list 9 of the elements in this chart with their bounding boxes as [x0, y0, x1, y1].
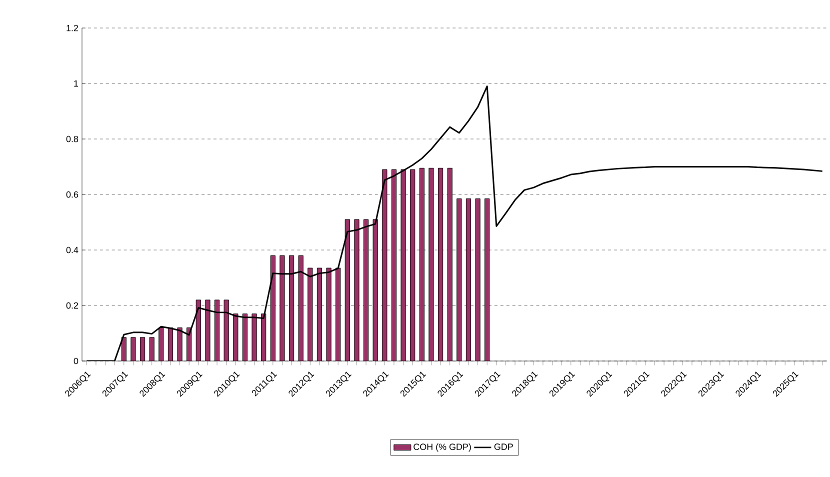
y-tick-label: 1.2 [66, 24, 78, 32]
y-tick-label: 0.8 [66, 136, 78, 142]
legend-label: GDP [494, 444, 513, 450]
y-tick-label: 0.6 [66, 191, 78, 198]
y-tick-label: 0.4 [66, 246, 78, 254]
legend-label: COH (% GDP) [414, 443, 471, 452]
y-tick-label: 0 [74, 358, 78, 364]
y-tick-label: 1 [74, 80, 78, 87]
y-tick-label: 0.2 [66, 302, 78, 309]
